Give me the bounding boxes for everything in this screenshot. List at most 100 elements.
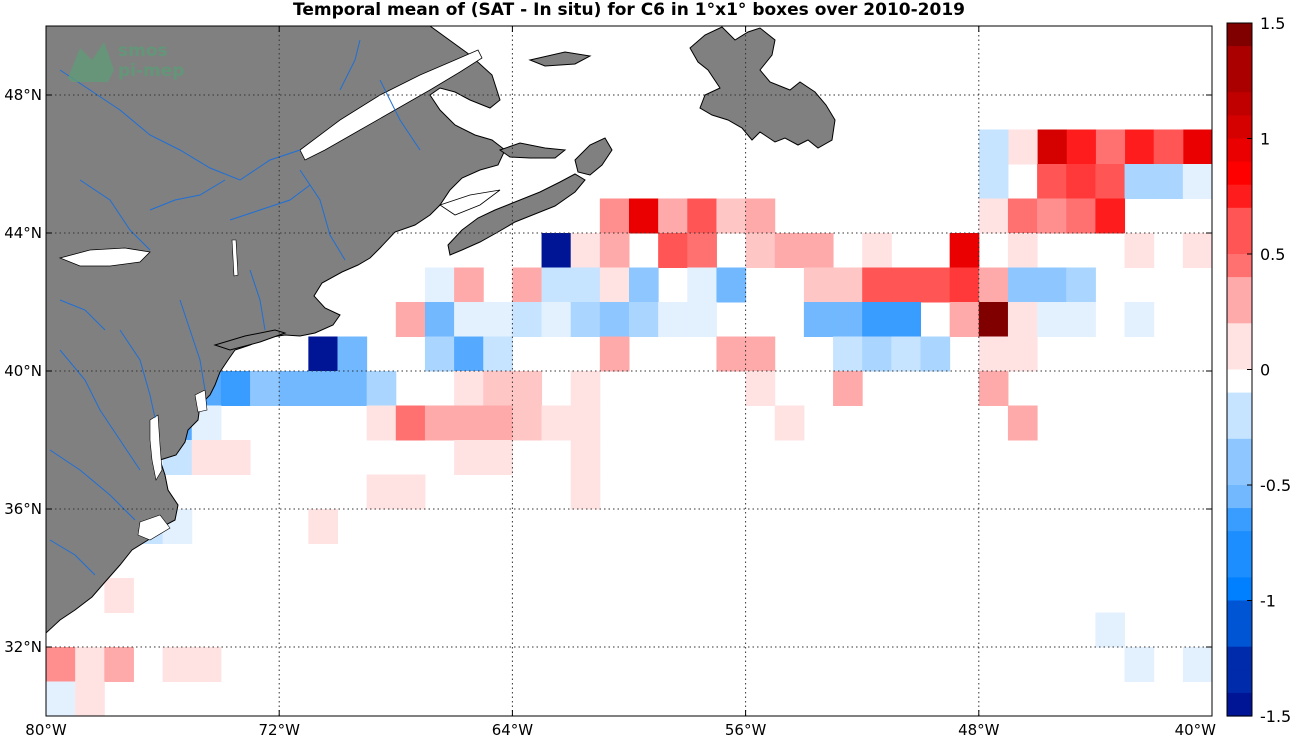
map-title: Temporal mean of (SAT - In situ) for C6 … — [293, 0, 965, 20]
colorbar-segment — [1227, 230, 1252, 255]
heatmap-cell — [570, 233, 601, 268]
heatmap-cell — [541, 405, 572, 441]
lake-champlain — [231, 239, 239, 277]
heatmap-cell — [803, 302, 834, 337]
colorbar-segment — [1227, 646, 1252, 671]
heatmap-cell — [949, 302, 980, 337]
heatmap-cell — [978, 267, 1009, 303]
land-long-island — [213, 329, 287, 351]
heatmap-cell — [1007, 336, 1038, 372]
heatmap-cell — [1007, 233, 1038, 268]
heatmap-cell — [716, 336, 747, 372]
colorbar-tick-label: -1 — [1260, 592, 1276, 611]
x-tick-label: 48°W — [958, 721, 1000, 738]
colorbar-segment — [1227, 115, 1252, 140]
colorbar-segment — [1227, 485, 1252, 509]
heatmap-cell — [570, 440, 601, 475]
heatmap-cell — [512, 267, 543, 303]
x-tick-label: 40°W — [1175, 721, 1217, 738]
heatmap-cell — [424, 267, 455, 303]
colorbar-segment — [1227, 554, 1252, 578]
y-tick-label: 44°N — [4, 224, 42, 242]
heatmap-cell — [541, 233, 572, 268]
heatmap-cell — [1037, 302, 1067, 337]
heatmap-cell — [104, 578, 134, 613]
heatmap-cell — [220, 371, 251, 406]
heatmap-cell — [1095, 164, 1126, 199]
heatmap-cell — [366, 371, 397, 406]
bay-of-fundy — [439, 189, 501, 216]
heatmap-cell — [891, 302, 921, 337]
heatmap-cell — [1182, 129, 1212, 165]
heatmap-cell — [658, 302, 688, 337]
heatmap-cell — [395, 474, 426, 510]
heatmap-cell — [687, 267, 717, 303]
heatmap-cell — [658, 198, 688, 234]
heatmap-cell — [337, 336, 368, 372]
heatmap-cell — [220, 440, 251, 475]
heatmap-cell — [745, 233, 776, 268]
heatmap-cell — [75, 681, 105, 716]
colorbar-segment — [1227, 161, 1252, 186]
heatmap-cell — [366, 474, 397, 510]
colorbar-segment — [1227, 577, 1252, 602]
heatmap-cell — [1037, 164, 1067, 199]
axes: 80°W 72°W 64°W 56°W 48°W 40°W 32°N 36°N 40°N 44°N… — [4, 26, 1216, 738]
heatmap-cell — [803, 233, 834, 268]
colorbar-segment — [1227, 138, 1252, 163]
colorbar-tick-label: 1 — [1260, 130, 1270, 149]
colorbar-tick-label: -0.5 — [1260, 476, 1291, 495]
x-tick-label: 56°W — [725, 721, 767, 738]
heatmap-cell — [46, 681, 76, 716]
heatmap-cell — [1066, 198, 1096, 234]
heatmap-cell — [862, 336, 892, 372]
heatmap-cell — [454, 440, 484, 475]
heatmap-cell — [1124, 129, 1155, 165]
heatmap-cell — [104, 647, 134, 682]
colorbar-segment — [1227, 277, 1252, 301]
heatmap-cell — [570, 405, 601, 441]
heatmap-cell — [483, 405, 513, 441]
graticule — [46, 26, 1212, 716]
x-tick-label: 72°W — [258, 721, 300, 738]
heatmap-cell — [1182, 233, 1212, 268]
colorbar-segment — [1227, 461, 1252, 486]
y-tick-label: 48°N — [4, 86, 42, 104]
heatmap-cell — [833, 336, 863, 372]
heatmap-cell — [716, 267, 747, 303]
heatmap-cells — [46, 129, 1212, 716]
heatmap-cell — [891, 267, 921, 303]
colorbar-segment — [1227, 207, 1252, 232]
heatmap-cell — [570, 474, 601, 510]
heatmap-cell — [395, 302, 426, 337]
heatmap-cell — [599, 302, 630, 337]
heatmap-cell — [250, 371, 280, 406]
colorbar-segment — [1227, 369, 1252, 394]
heatmap-cell — [599, 336, 630, 372]
colorbar: -1.5 -1 -0.5 0 0.5 1 1.5 — [1226, 14, 1291, 726]
heatmap-cell — [1066, 267, 1096, 303]
heatmap-cell — [191, 440, 222, 475]
heatmap-cell — [454, 302, 484, 337]
heatmap-cell — [454, 405, 484, 441]
heatmap-cell — [1037, 267, 1067, 303]
heatmap-cell — [454, 267, 484, 303]
heatmap-cell — [949, 267, 980, 303]
heatmap-cell — [483, 302, 513, 337]
heatmap-cell — [1095, 129, 1126, 165]
logo-mountain-icon — [68, 42, 114, 82]
heatmap-cell — [629, 198, 659, 234]
heatmap-cell — [833, 267, 863, 303]
heatmap-cell — [308, 509, 338, 544]
colorbar-tick-label: 1.5 — [1260, 14, 1285, 33]
heatmap-cell — [833, 302, 863, 337]
colorbar-segment — [1227, 300, 1252, 324]
heatmap-cell — [949, 233, 980, 268]
colorbar-segment — [1227, 23, 1252, 47]
land-pei — [498, 142, 567, 159]
st-lawrence-estuary — [299, 49, 483, 161]
heatmap-cell — [1066, 129, 1096, 165]
heatmap-cell — [162, 647, 193, 682]
colorbar-segment — [1227, 692, 1252, 717]
heatmap-cell — [1124, 233, 1155, 268]
